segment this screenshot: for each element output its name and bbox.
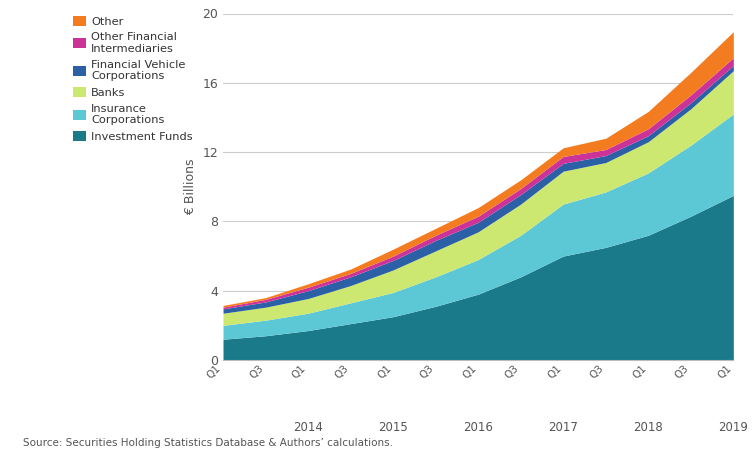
Legend: Other, Other Financial
Intermediaries, Financial Vehicle
Corporations, Banks, In: Other, Other Financial Intermediaries, F…	[73, 16, 193, 142]
Text: 2016: 2016	[463, 421, 493, 434]
Text: 2018: 2018	[634, 421, 663, 434]
Text: 2015: 2015	[378, 421, 408, 434]
Text: Source: Securities Holding Statistics Database & Authors’ calculations.: Source: Securities Holding Statistics Da…	[23, 438, 392, 448]
Text: 2019: 2019	[718, 421, 748, 434]
Y-axis label: € Billions: € Billions	[184, 158, 197, 215]
Text: 2014: 2014	[293, 421, 323, 434]
Text: 2017: 2017	[548, 421, 578, 434]
